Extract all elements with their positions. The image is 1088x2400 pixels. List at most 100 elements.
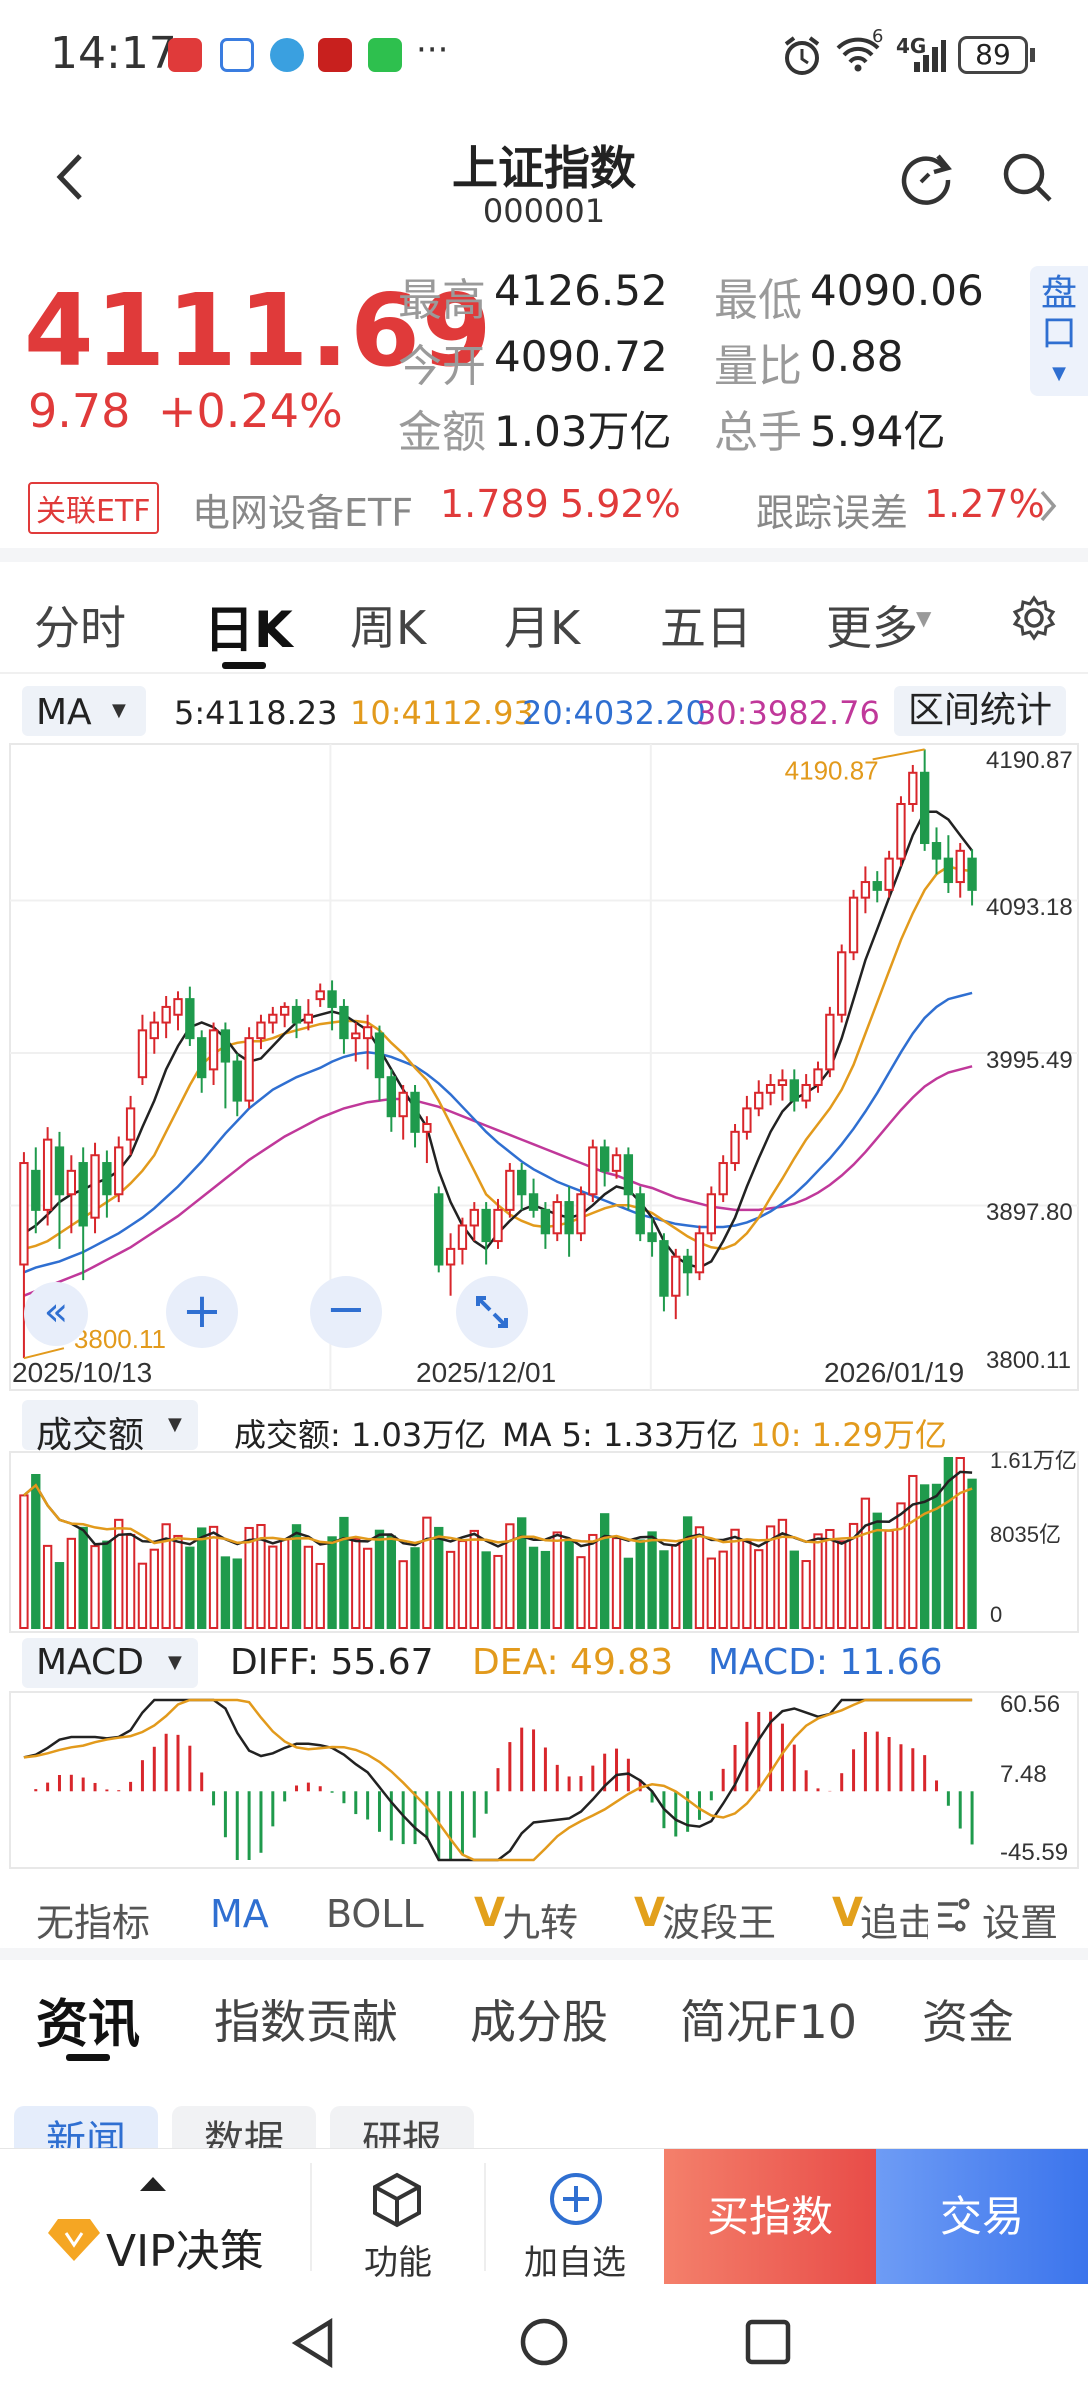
volume-chart[interactable]: 1.61万亿 8035亿 0	[0, 1450, 1088, 1636]
vip-decision-button[interactable]: VIP决策	[106, 2226, 264, 2277]
volume-bar	[114, 1518, 124, 1629]
indicator-boll[interactable]: BOLL	[326, 1892, 424, 1936]
volume-selector-label: 成交额	[36, 1415, 145, 1456]
candle-body	[19, 1162, 29, 1266]
tab-five-day[interactable]: 五日	[660, 601, 752, 655]
volume-bar	[493, 1554, 503, 1629]
volume-bar	[505, 1523, 515, 1629]
tab-active-indicator	[66, 2054, 110, 2061]
candle-body	[279, 1005, 290, 1016]
search-icon[interactable]	[1000, 150, 1056, 206]
zoom-in-button[interactable]: +	[166, 1276, 238, 1348]
tab-more[interactable]: 更多	[826, 601, 918, 655]
ma20-line	[23, 991, 973, 1274]
gear-icon[interactable]	[1010, 594, 1058, 642]
tab-monthly-k[interactable]: 月K	[504, 601, 581, 655]
candle-body	[422, 1123, 432, 1133]
chevron-up-icon[interactable]	[138, 2175, 168, 2193]
tab-constituents[interactable]: 成分股	[470, 1995, 608, 2049]
indicator-settings[interactable]: 设置	[932, 1880, 1088, 1950]
nav-back-icon[interactable]	[290, 2318, 340, 2368]
divider	[0, 672, 1088, 674]
candle-body	[967, 857, 977, 891]
candle-body	[517, 1169, 527, 1196]
divider	[0, 1948, 1088, 1960]
order-book-tab[interactable]: 盘 口 ▼	[1030, 266, 1088, 396]
volume-bar	[872, 1512, 882, 1629]
volume-bar	[564, 1540, 574, 1629]
nav-recents-icon[interactable]	[744, 2318, 792, 2366]
volume-bar	[457, 1540, 468, 1629]
candle-body	[694, 1232, 705, 1274]
indicator-zhuiji[interactable]: 追击	[860, 1901, 928, 1945]
candle-body	[505, 1169, 515, 1211]
refresh-icon[interactable]	[898, 148, 956, 206]
candle-body	[434, 1193, 444, 1266]
candle-body	[599, 1146, 610, 1172]
volume-bar	[31, 1474, 41, 1629]
study-app-icon	[318, 38, 352, 72]
trade-button[interactable]: 交易	[876, 2149, 1088, 2285]
y-tick-label: 3800.11	[986, 1347, 1071, 1374]
macd-chart[interactable]: 60.56 7.48 -45.59	[0, 1690, 1088, 1870]
tab-weekly-k[interactable]: 周K	[350, 601, 427, 655]
x-tick-label: 2026/01/19	[824, 1357, 964, 1388]
add-watchlist-button[interactable]: 加自选	[524, 2243, 626, 2283]
caret-down-icon: ▼	[168, 1652, 182, 1673]
candle-body	[576, 1193, 586, 1235]
ma-legend: MA ▼ 5:4118.23 10:4112.93 20:4032.20 30:…	[0, 680, 1088, 740]
volume-bar	[789, 1550, 799, 1629]
tab-intraday[interactable]: 分时	[34, 601, 126, 655]
volume-bar	[682, 1516, 693, 1629]
volume-bar	[754, 1549, 764, 1629]
indicator-boduanwang[interactable]: 波段王	[662, 1901, 777, 1945]
tab-daily-k[interactable]: 日K	[204, 601, 293, 659]
candle-body	[647, 1232, 657, 1243]
volume-bar	[398, 1560, 408, 1629]
volume-bar	[706, 1557, 717, 1629]
amount-value: 1.03万亿	[494, 407, 672, 456]
volume-bar	[694, 1526, 705, 1629]
tab-funds[interactable]: 资金	[922, 1995, 1014, 2049]
buy-index-button[interactable]: 买指数	[664, 2149, 876, 2285]
volume-selector[interactable]: 成交额 ▼	[22, 1400, 198, 1456]
amount-label: 金额	[398, 407, 486, 458]
nav-home-icon[interactable]	[518, 2316, 570, 2368]
related-etf-row[interactable]: 关联ETF 电网设备ETF 1.789 5.92% 跟踪误差 1.27%	[0, 470, 1088, 540]
volume-bar	[90, 1545, 100, 1629]
kline-chart[interactable]: 4190.874093.183995.493897.803800.112025/…	[0, 740, 1088, 1396]
caret-down-icon: ▼	[112, 700, 126, 721]
candle-body	[682, 1255, 693, 1274]
indicator-none[interactable]: 无指标	[36, 1901, 151, 1945]
tab-f10[interactable]: 简况F10	[680, 1995, 857, 2049]
macd-selector[interactable]: MACD ▼	[22, 1638, 198, 1688]
volume-bar	[386, 1535, 397, 1629]
macd-selector-label: MACD	[36, 1642, 144, 1683]
tab-index-contribution[interactable]: 指数贡献	[214, 1995, 398, 2049]
range-stats-button[interactable]: 区间统计	[894, 686, 1066, 736]
volume-bar	[825, 1528, 835, 1629]
fullscreen-button[interactable]	[456, 1276, 528, 1348]
indicator-jiuzhuan[interactable]: 九转	[502, 1901, 579, 1945]
collapse-left-button[interactable]: «	[24, 1282, 88, 1346]
status-time: 14:17	[50, 28, 177, 79]
x-tick-label: 2025/10/13	[12, 1357, 152, 1388]
page-header: 上证指数 000001	[0, 112, 1088, 242]
tab-news[interactable]: 资讯	[36, 1995, 141, 2055]
chevron-right-icon	[1040, 490, 1057, 522]
open-value: 4090.72	[494, 332, 668, 381]
volume-bar	[291, 1524, 302, 1629]
volume-bar	[481, 1551, 491, 1629]
ma5-value: 5:4118.23	[174, 694, 338, 732]
candle-body	[256, 1021, 266, 1040]
zoom-out-button[interactable]: −	[310, 1276, 382, 1348]
back-icon[interactable]	[50, 150, 90, 204]
volume-bar	[860, 1497, 871, 1629]
related-etf-tag: 关联ETF	[28, 482, 159, 534]
ma-selector[interactable]: MA ▼	[22, 686, 146, 736]
indicator-ma[interactable]: MA	[210, 1892, 269, 1936]
min-label: 3800.11	[74, 1324, 166, 1354]
candle-body	[31, 1169, 41, 1211]
candle-body	[445, 1247, 456, 1266]
function-button[interactable]: 功能	[364, 2243, 432, 2283]
